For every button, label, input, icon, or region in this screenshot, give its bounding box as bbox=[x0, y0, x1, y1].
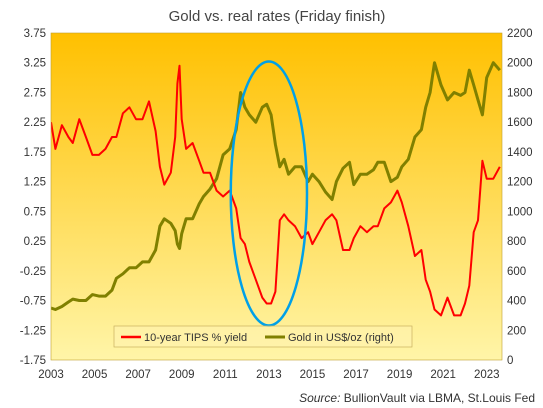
left-tick-label-11: -1.75 bbox=[20, 355, 46, 367]
left-axis: 3.75 3.25 2.75 2.25 1.75 1.25 0.75 0.25 -0.25 -0.… bbox=[20, 28, 46, 367]
right-tick-label-2: 1800 bbox=[507, 87, 533, 99]
left-tick-label-4: 1.75 bbox=[24, 147, 46, 159]
highlight-ellipse bbox=[229, 60, 309, 327]
right-axis: 2200200018001600140012001000800600400200… bbox=[507, 28, 533, 367]
right-tick-label-5: 1200 bbox=[507, 177, 533, 189]
plot-border bbox=[50, 32, 503, 361]
annotation-layer bbox=[229, 60, 309, 327]
x-tick-label-10: 2023 bbox=[474, 369, 500, 381]
x-tick-label-3: 2009 bbox=[169, 369, 195, 381]
right-tick-label-6: 1000 bbox=[507, 206, 533, 218]
right-tick-label-7: 800 bbox=[507, 236, 526, 248]
x-tick-label-2: 2007 bbox=[125, 369, 151, 381]
right-tick-label-1: 2000 bbox=[507, 58, 533, 70]
left-tick-label-7: 0.25 bbox=[24, 236, 46, 248]
x-tick-label-4: 2011 bbox=[213, 369, 238, 381]
x-tick-label-5: 2013 bbox=[256, 369, 282, 381]
right-tick-label-0: 2200 bbox=[507, 28, 533, 40]
x-axis: 2003 2005 2007 2009 2011 2013 2015 2017 2019 2021… bbox=[38, 369, 499, 381]
left-tick-label-9: -0.75 bbox=[20, 296, 46, 308]
right-tick-label-10: 200 bbox=[507, 325, 526, 337]
source-note: Source: BullionVault via LBMA, St.Louis … bbox=[299, 391, 535, 405]
x-tick-label-8: 2019 bbox=[387, 369, 413, 381]
legend: 10-year TIPS % yield Gold in US$/oz (rig… bbox=[113, 325, 413, 348]
legend-label-tips: 10-year TIPS % yield bbox=[144, 332, 247, 344]
series-line-gold bbox=[51, 61, 501, 311]
series-line-tips bbox=[51, 64, 501, 317]
x-tick-label-9: 2021 bbox=[430, 369, 456, 381]
left-tick-label-3: 2.25 bbox=[24, 117, 46, 129]
x-tick-label-1: 2005 bbox=[82, 369, 108, 381]
right-tick-label-11: 0 bbox=[507, 355, 513, 367]
series-layer bbox=[51, 61, 501, 317]
legend-label-gold: Gold in US$/oz (right) bbox=[288, 332, 394, 344]
left-tick-label-1: 3.25 bbox=[24, 58, 46, 70]
plot-area bbox=[51, 33, 502, 360]
source-text: BullionVault via LBMA, St.Louis Fed bbox=[344, 391, 535, 405]
x-tick-label-7: 2017 bbox=[343, 369, 369, 381]
left-tick-label-8: -0.25 bbox=[20, 266, 46, 278]
right-tick-label-4: 1400 bbox=[507, 147, 533, 159]
left-tick-label-10: -1.25 bbox=[20, 325, 46, 337]
right-tick-label-8: 600 bbox=[507, 266, 526, 278]
left-tick-label-2: 2.75 bbox=[24, 87, 46, 99]
left-tick-label-0: 3.75 bbox=[24, 28, 46, 40]
x-tick-label-0: 2003 bbox=[38, 369, 64, 381]
right-tick-label-3: 1600 bbox=[507, 117, 533, 129]
x-tick-label-6: 2015 bbox=[300, 369, 326, 381]
right-tick-label-9: 400 bbox=[507, 296, 526, 308]
chart-title: Gold vs. real rates (Friday finish) bbox=[169, 8, 386, 25]
source-label: Source: bbox=[299, 391, 340, 405]
legend-box bbox=[113, 325, 413, 348]
left-tick-label-6: 0.75 bbox=[24, 206, 46, 218]
left-tick-label-5: 1.25 bbox=[24, 177, 46, 189]
